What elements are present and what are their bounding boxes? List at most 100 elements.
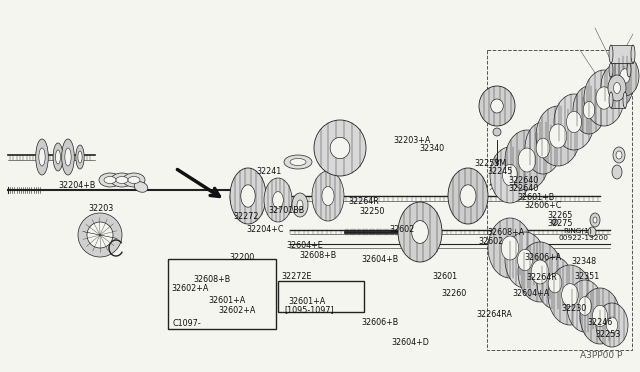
Text: 32272E: 32272E — [282, 272, 312, 280]
Ellipse shape — [292, 193, 308, 217]
Text: 32264RA: 32264RA — [477, 310, 513, 319]
Ellipse shape — [609, 92, 613, 108]
Ellipse shape — [76, 145, 84, 169]
Text: 32602+A: 32602+A — [172, 284, 209, 293]
Text: 32260: 32260 — [442, 289, 467, 298]
Ellipse shape — [273, 192, 284, 208]
Text: 32253: 32253 — [595, 330, 621, 339]
Text: [1095-1097]: [1095-1097] — [285, 305, 335, 314]
Text: 32203: 32203 — [88, 204, 113, 213]
Text: 32701BB: 32701BB — [269, 206, 305, 215]
Ellipse shape — [65, 148, 71, 166]
Text: 32264R: 32264R — [349, 198, 380, 206]
Ellipse shape — [322, 186, 334, 205]
Ellipse shape — [593, 217, 597, 223]
Ellipse shape — [616, 151, 622, 159]
Ellipse shape — [116, 176, 128, 183]
Ellipse shape — [596, 303, 628, 347]
Ellipse shape — [412, 221, 428, 243]
Ellipse shape — [611, 56, 639, 96]
Bar — [487, 50, 632, 350]
Ellipse shape — [537, 257, 573, 309]
Ellipse shape — [517, 249, 532, 271]
Ellipse shape — [609, 45, 613, 63]
Bar — [168, 259, 276, 329]
Bar — [611, 63, 629, 77]
Ellipse shape — [583, 101, 595, 119]
Ellipse shape — [501, 236, 519, 260]
Text: 32230: 32230 — [562, 304, 587, 312]
Ellipse shape — [580, 288, 620, 344]
Ellipse shape — [627, 63, 631, 77]
Text: 322640: 322640 — [509, 176, 539, 185]
Ellipse shape — [518, 148, 536, 172]
Text: 32264R: 32264R — [526, 273, 557, 282]
Ellipse shape — [614, 83, 621, 93]
Text: 32204+B: 32204+B — [59, 182, 96, 190]
Ellipse shape — [56, 150, 60, 164]
Ellipse shape — [549, 124, 567, 148]
Bar — [611, 45, 633, 63]
Bar — [611, 92, 625, 108]
Ellipse shape — [448, 168, 488, 224]
Ellipse shape — [593, 305, 607, 327]
Ellipse shape — [502, 164, 518, 186]
Text: 322640: 322640 — [509, 184, 539, 193]
Ellipse shape — [505, 130, 549, 190]
Ellipse shape — [631, 45, 635, 63]
Ellipse shape — [548, 265, 592, 325]
Ellipse shape — [554, 94, 594, 150]
Text: 32601: 32601 — [433, 272, 458, 280]
Ellipse shape — [134, 182, 148, 192]
Ellipse shape — [531, 260, 548, 284]
Ellipse shape — [611, 78, 623, 94]
Ellipse shape — [620, 69, 630, 83]
Text: 32241: 32241 — [256, 167, 281, 176]
Text: 32272: 32272 — [234, 212, 259, 221]
Ellipse shape — [488, 218, 532, 278]
Text: 32203+A: 32203+A — [394, 136, 431, 145]
Text: 32253M: 32253M — [475, 159, 507, 168]
Ellipse shape — [53, 143, 63, 171]
Text: 32204+C: 32204+C — [246, 225, 284, 234]
Ellipse shape — [536, 138, 550, 158]
Ellipse shape — [588, 227, 596, 237]
Ellipse shape — [230, 168, 266, 224]
Text: 32604+B: 32604+B — [362, 255, 399, 264]
Ellipse shape — [284, 155, 312, 169]
Ellipse shape — [567, 280, 603, 332]
Text: 32604+E: 32604+E — [287, 241, 323, 250]
Ellipse shape — [562, 283, 579, 307]
Text: 32602+A: 32602+A — [219, 306, 256, 315]
Ellipse shape — [123, 173, 145, 187]
Ellipse shape — [39, 148, 45, 166]
Text: 32606+A: 32606+A — [525, 253, 562, 262]
Text: 32245: 32245 — [488, 167, 513, 176]
Ellipse shape — [525, 122, 561, 174]
Text: 32340: 32340 — [419, 144, 444, 153]
Text: 32602: 32602 — [389, 225, 414, 234]
Ellipse shape — [612, 165, 622, 179]
Text: 32601+A: 32601+A — [288, 297, 325, 306]
Ellipse shape — [104, 176, 116, 183]
Text: 32250: 32250 — [360, 207, 385, 216]
Ellipse shape — [78, 151, 82, 163]
Ellipse shape — [128, 176, 140, 183]
Ellipse shape — [601, 64, 633, 108]
Ellipse shape — [479, 86, 515, 126]
Ellipse shape — [573, 86, 605, 134]
Ellipse shape — [61, 139, 74, 175]
Ellipse shape — [36, 139, 48, 175]
Ellipse shape — [606, 317, 618, 333]
Text: A3PP00 P: A3PP00 P — [580, 351, 622, 360]
Ellipse shape — [536, 106, 580, 166]
Ellipse shape — [314, 120, 366, 176]
Text: 32608+B: 32608+B — [193, 275, 230, 284]
Ellipse shape — [290, 158, 306, 166]
Text: 32601+B: 32601+B — [517, 193, 554, 202]
Ellipse shape — [609, 63, 613, 77]
Ellipse shape — [264, 178, 292, 222]
Text: 32604+A: 32604+A — [512, 289, 549, 298]
Ellipse shape — [297, 200, 303, 210]
Ellipse shape — [398, 202, 442, 262]
